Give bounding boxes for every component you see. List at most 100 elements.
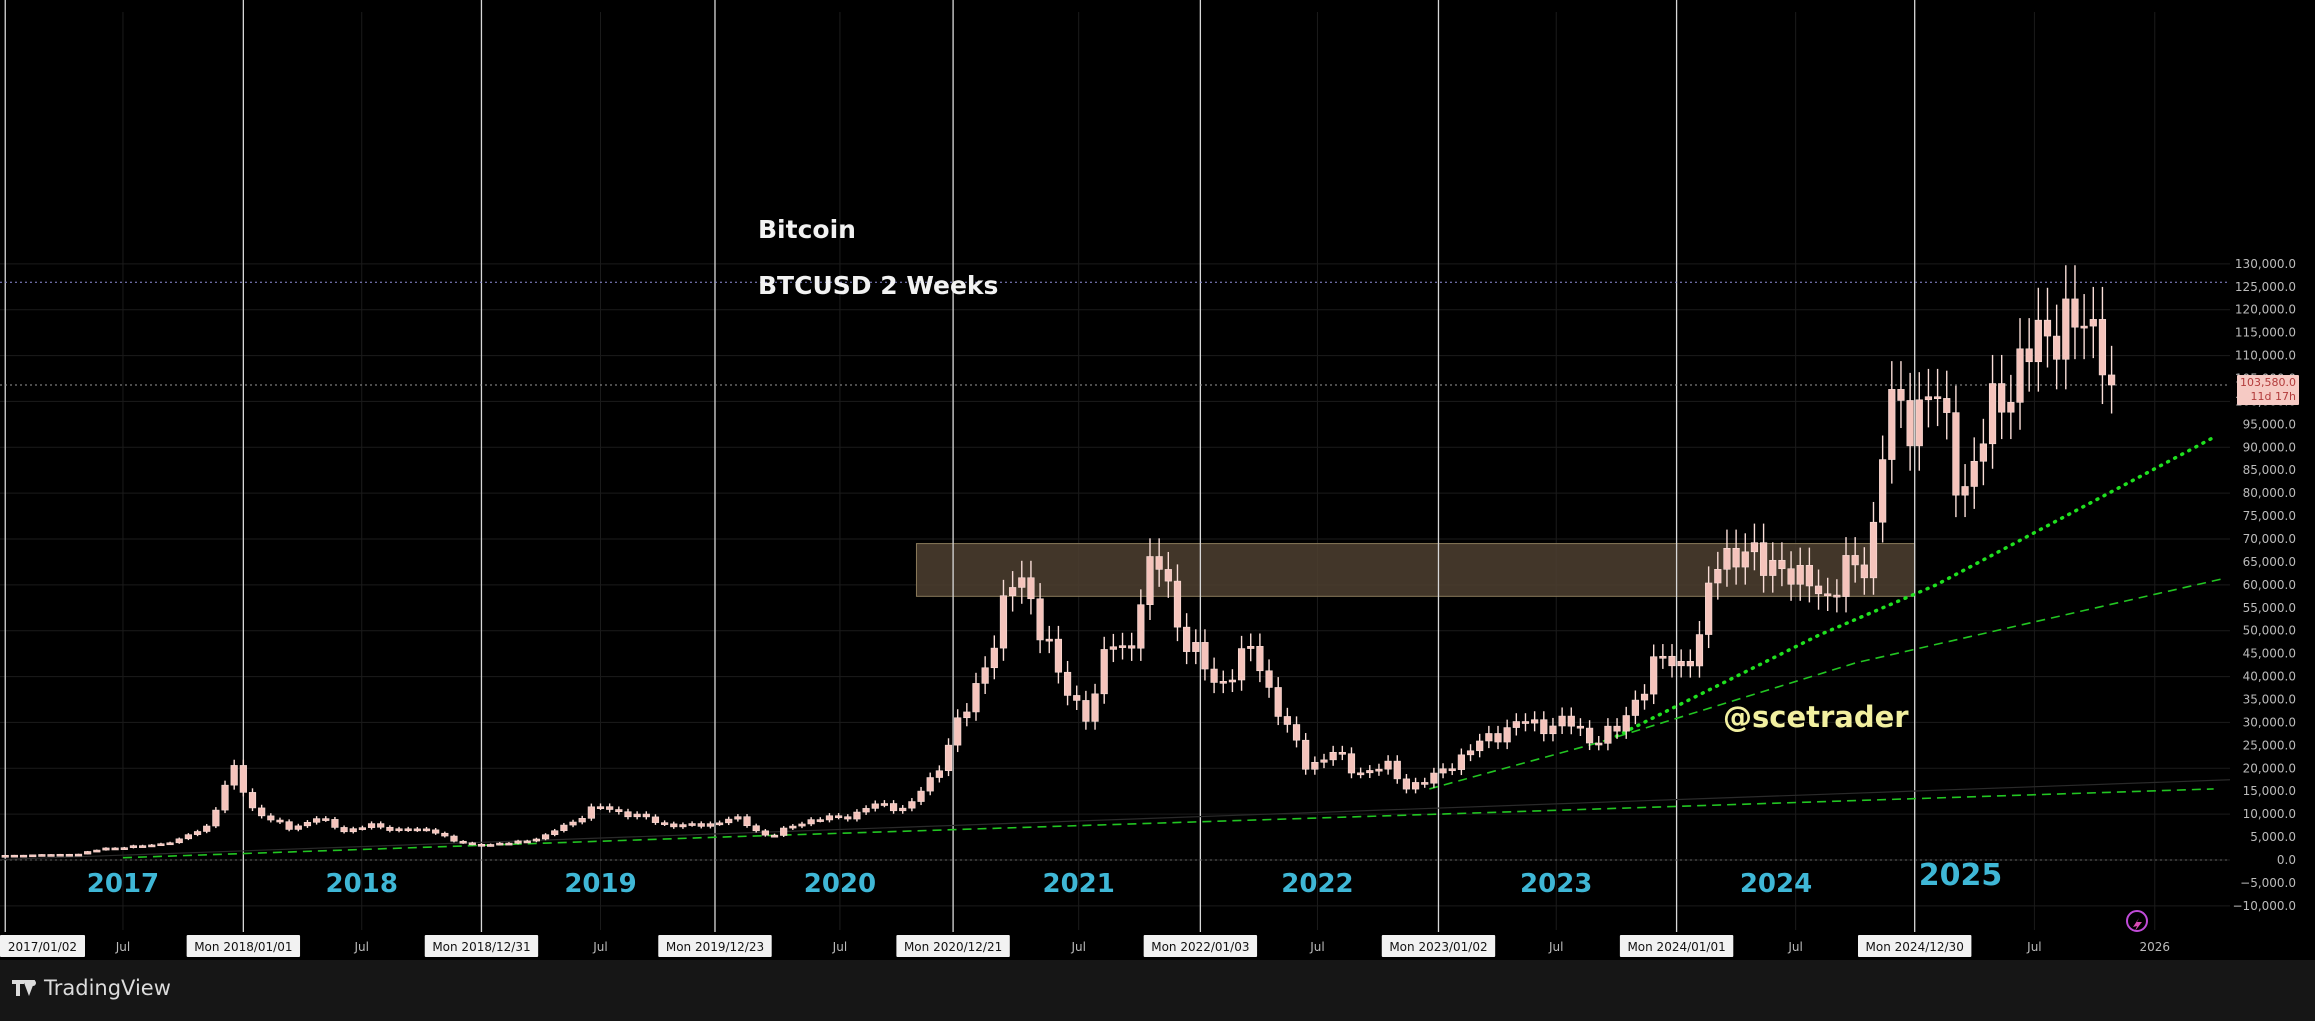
candle-body <box>505 842 513 846</box>
candle-body <box>1018 577 1026 588</box>
candle-body <box>468 842 476 846</box>
candle <box>102 847 110 851</box>
candle-body <box>239 765 247 793</box>
candle <box>1146 538 1154 621</box>
candle-body <box>1576 725 1585 729</box>
candle <box>1054 625 1063 684</box>
candle <box>1375 763 1383 776</box>
candle <box>825 813 834 823</box>
y-tick-label: 65,000.0 <box>2243 555 2296 569</box>
candle <box>624 808 632 820</box>
candle <box>1778 542 1786 587</box>
candle <box>743 814 751 828</box>
footer-bar <box>0 960 2315 1021</box>
candle-body <box>1640 693 1649 701</box>
candle-body <box>65 853 73 857</box>
replay-icon[interactable] <box>2126 910 2148 932</box>
candle-body <box>1009 587 1017 596</box>
y-tick-label: 30,000.0 <box>2243 715 2296 729</box>
candle <box>358 825 366 831</box>
candle-body <box>789 825 797 829</box>
candle <box>395 826 403 833</box>
candle <box>1879 435 1887 543</box>
candle <box>798 821 806 829</box>
candle-body <box>1384 760 1392 770</box>
candle <box>981 656 989 694</box>
candle <box>505 842 513 846</box>
candle <box>239 759 247 797</box>
candle-body <box>157 843 165 847</box>
candle-body <box>1888 389 1896 460</box>
candle-body <box>413 828 421 832</box>
candle <box>10 854 18 858</box>
candle <box>404 826 412 832</box>
candle <box>761 829 769 837</box>
candle-body <box>1622 715 1630 732</box>
candle-body <box>1375 768 1383 772</box>
chart-title: Bitcoin <box>758 215 856 244</box>
candle-body <box>816 819 824 822</box>
trend-line-dashed <box>1429 577 2227 790</box>
candle-body <box>1283 716 1291 725</box>
candle-body <box>798 823 806 827</box>
candle <box>1045 625 1053 654</box>
candle <box>313 816 321 825</box>
candle <box>1173 564 1182 642</box>
candle <box>734 814 742 822</box>
candle-body <box>770 834 779 838</box>
candle-body <box>1183 626 1191 652</box>
candle-body <box>2089 319 2097 327</box>
candle-body <box>441 832 449 837</box>
candle <box>1448 763 1456 776</box>
candle-body <box>1466 750 1475 756</box>
y-tick-label: 130,000.0 <box>2235 257 2296 271</box>
candle-body <box>1 854 9 858</box>
candle <box>1650 644 1658 705</box>
candle <box>56 853 64 857</box>
candle <box>1100 636 1108 704</box>
x-tick-label: Mon 2024/01/01 <box>1627 940 1725 954</box>
candle-body <box>175 838 183 844</box>
candle <box>1595 736 1603 751</box>
candle-body <box>1732 547 1740 568</box>
candle <box>1585 720 1594 751</box>
candle-body <box>367 823 376 828</box>
tradingview-brand[interactable]: TradingView <box>12 976 171 1000</box>
candle <box>578 815 586 825</box>
candle-body <box>10 854 18 858</box>
candle <box>2053 304 2061 390</box>
candle-body <box>1814 585 1823 595</box>
candle <box>1393 755 1401 784</box>
candle-body <box>1457 754 1465 770</box>
candle-body <box>1219 681 1227 684</box>
candle <box>688 821 696 827</box>
btcusd-chart[interactable]: −10,000.0 −5,000.0 0.0 5,000.0 10,000.0 15,00… <box>0 0 2315 960</box>
candle-body <box>422 828 431 832</box>
candle-body <box>1686 661 1694 667</box>
candle-body <box>19 854 28 858</box>
candle <box>450 834 458 843</box>
year-label: 2018 <box>326 869 398 899</box>
candle <box>139 844 147 848</box>
candle-body <box>1833 594 1841 598</box>
candle <box>523 839 531 844</box>
candle-body <box>1256 646 1264 672</box>
candle <box>1860 547 1868 595</box>
candle-body <box>1164 569 1172 582</box>
candle-body <box>1778 559 1786 570</box>
candle-body <box>835 815 843 819</box>
candle-body <box>688 823 696 826</box>
year-label: 2019 <box>564 869 636 899</box>
candle-body <box>2043 319 2052 337</box>
candle-body <box>642 813 650 818</box>
candle <box>175 837 183 844</box>
candle-body <box>2071 298 2079 328</box>
candle-body <box>294 825 302 830</box>
candle <box>65 853 73 857</box>
candle <box>1430 767 1438 788</box>
candle-body <box>615 809 623 813</box>
candle <box>1915 372 1923 471</box>
y-tick-label: 120,000.0 <box>2235 303 2296 317</box>
y-tick-label: 50,000.0 <box>2243 624 2296 638</box>
x-tick-label: Mon 2024/12/30 <box>1866 940 1964 954</box>
